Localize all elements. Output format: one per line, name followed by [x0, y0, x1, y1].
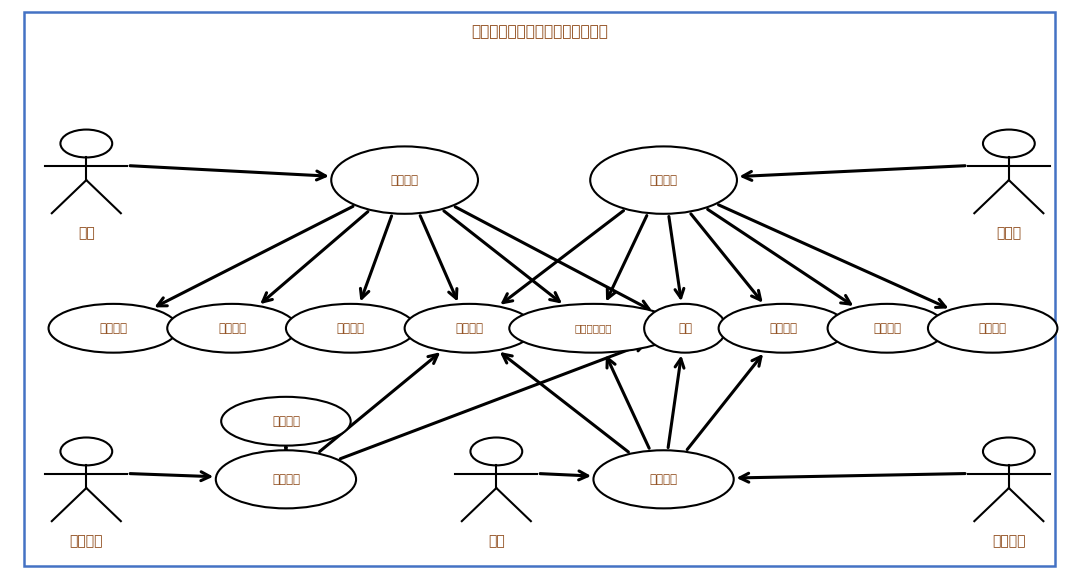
Text: 信息维护: 信息维护 [650, 174, 678, 187]
Ellipse shape [590, 146, 737, 214]
Text: 辅导员: 辅导员 [996, 227, 1022, 241]
Text: 学生: 学生 [78, 227, 95, 241]
Text: 查询请假: 查询请假 [455, 322, 483, 335]
Text: 信息维护: 信息维护 [650, 473, 678, 486]
Ellipse shape [644, 304, 726, 353]
Ellipse shape [216, 450, 356, 508]
Ellipse shape [719, 304, 848, 353]
Text: 数据分析: 数据分析 [979, 322, 1007, 335]
Text: 修改请假: 修改请假 [218, 322, 246, 335]
Ellipse shape [49, 304, 178, 353]
Ellipse shape [221, 397, 351, 446]
Ellipse shape [331, 146, 478, 214]
Text: 登录: 登录 [679, 322, 692, 335]
Text: 新建请假: 新建请假 [99, 322, 127, 335]
Text: 缺勤记录: 缺勤记录 [272, 415, 300, 428]
Text: 基于移动互联的高校学生请假系统: 基于移动互联的高校学生请假系统 [472, 24, 607, 40]
Text: 个人信息维护: 个人信息维护 [575, 323, 612, 333]
Text: 请假审核: 请假审核 [769, 322, 797, 335]
Ellipse shape [593, 450, 734, 508]
Ellipse shape [928, 304, 1057, 353]
Text: 导师: 导师 [488, 535, 505, 548]
Ellipse shape [405, 304, 534, 353]
Text: 任课老师: 任课老师 [69, 535, 104, 548]
Text: 基础数据: 基础数据 [873, 322, 901, 335]
Text: 院系领导: 院系领导 [992, 535, 1026, 548]
Ellipse shape [286, 304, 415, 353]
Text: 信息维护: 信息维护 [272, 473, 300, 486]
Ellipse shape [167, 304, 297, 353]
Text: 信息维护: 信息维护 [391, 174, 419, 187]
Text: 删除请假: 删除请假 [337, 322, 365, 335]
Ellipse shape [509, 304, 678, 353]
Ellipse shape [828, 304, 946, 353]
